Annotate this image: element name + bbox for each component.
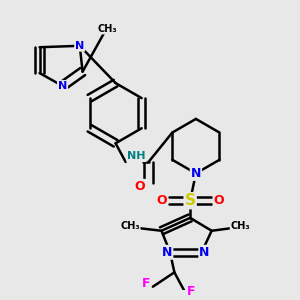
Text: N: N [191, 167, 201, 180]
Text: N: N [58, 81, 67, 91]
Text: NH: NH [127, 151, 146, 161]
Text: F: F [141, 277, 150, 290]
Text: CH₃: CH₃ [97, 24, 117, 34]
Text: N: N [199, 246, 210, 259]
Text: O: O [156, 194, 167, 207]
Text: N: N [75, 41, 84, 51]
Text: S: S [185, 193, 196, 208]
Text: F: F [187, 284, 196, 298]
Text: CH₃: CH₃ [230, 221, 250, 232]
Text: N: N [162, 246, 172, 259]
Text: O: O [214, 194, 224, 207]
Text: O: O [135, 180, 145, 193]
Text: CH₃: CH₃ [120, 221, 140, 232]
